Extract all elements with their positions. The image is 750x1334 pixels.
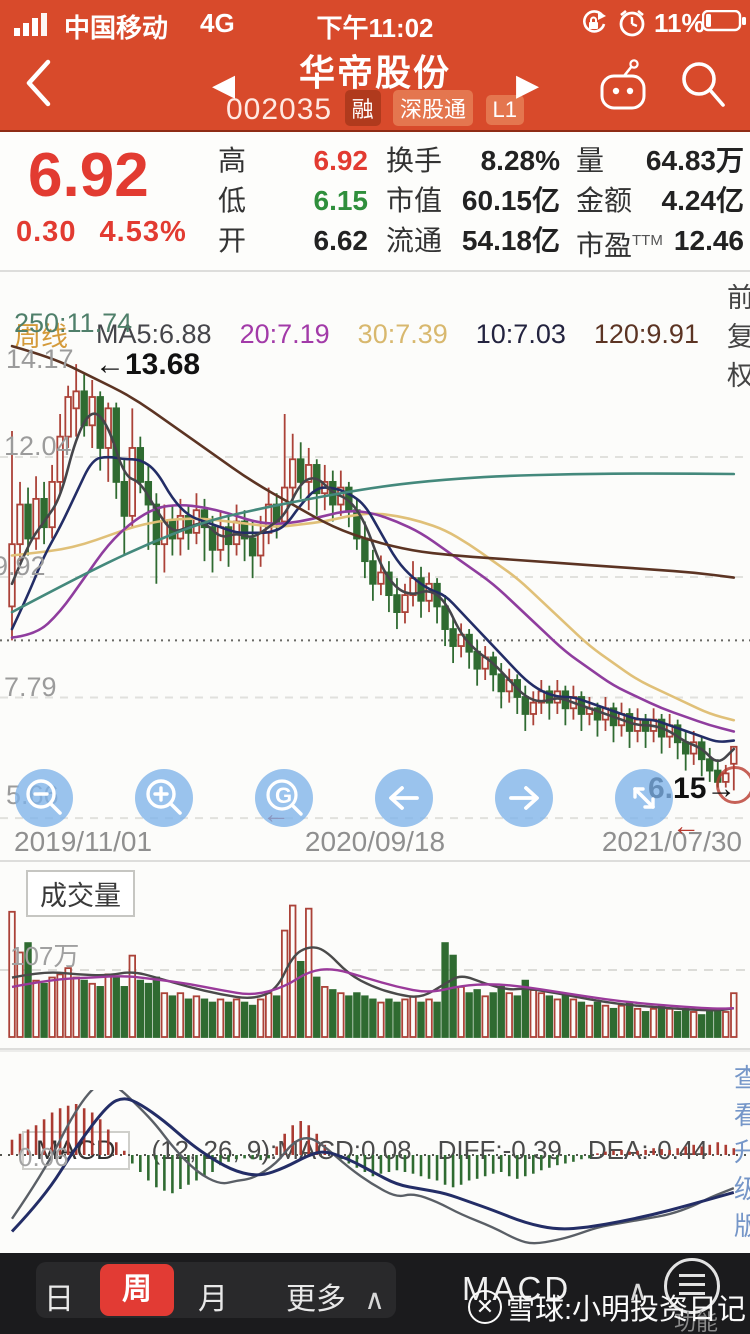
turnover-value: 8.28% [480, 145, 560, 176]
high-value: 6.92 [313, 145, 369, 176]
battery-percent-label: 11% [654, 8, 705, 38]
xueqiu-logo-icon: ✕ [467, 1290, 502, 1324]
open-value: 6.62 [313, 225, 369, 256]
pe-label: 市盈TTM [576, 230, 663, 261]
zoom-in-button[interactable] [135, 769, 193, 827]
y-tick-12: 12.04 [4, 431, 72, 461]
rotation-lock-icon [583, 10, 606, 33]
ma120-legend: 120:9.91 [593, 319, 699, 349]
amount-label: 金额 [576, 185, 633, 216]
pan-right-button[interactable] [495, 769, 553, 827]
ma250-legend: 250:11.74 [14, 308, 133, 338]
page-title: 华帝股份 [298, 52, 451, 93]
current-price: 6.92 [28, 141, 149, 210]
low-marker-stamp [716, 766, 750, 804]
header-bar: 中国移动 4G 下午11:02 11% ◀ 华帝股份 002035 [0, 0, 750, 132]
volume-label: 量 [576, 145, 605, 176]
open-label: 开 [218, 225, 247, 256]
pe-value: 12.46 [673, 225, 744, 256]
battery-icon [702, 10, 746, 32]
stock-code: 002035 [226, 93, 333, 126]
macd-dea: DEA:-0.44 [587, 1135, 708, 1165]
mktcap-label: 市值 [386, 185, 443, 216]
mktcap-value: 60.15亿 [461, 185, 560, 216]
ma20-legend: 20:7.19 [239, 319, 330, 349]
functions-label: 功能 [674, 1310, 719, 1334]
margin-badge[interactable]: 融 [344, 90, 381, 126]
tab-month[interactable]: 月 [198, 1283, 228, 1316]
tab-more[interactable]: 更多 ∧ [286, 1283, 385, 1316]
price-change-row: 0.30 4.53% [16, 216, 187, 249]
reset-zoom-button[interactable]: G [255, 769, 313, 827]
signal-strength-icon [14, 13, 47, 36]
ma30-legend: 30:7.39 [357, 319, 448, 349]
x-tick-mid: 2020/09/18 [304, 826, 446, 857]
amount-value: 4.24亿 [661, 185, 745, 216]
volume-title[interactable]: 成交量 [26, 870, 135, 917]
float-label: 流通 [386, 225, 443, 256]
search-icon[interactable] [676, 56, 730, 114]
stock-code-row: 002035 融 深股通 L1 [0, 90, 750, 127]
macd-zero-label: 0.06 [18, 1142, 69, 1172]
ma5-legend: MA5:6.88 [96, 319, 212, 349]
connect-badge: 深股通 [393, 90, 474, 126]
bottom-toolbar: 日 周 月 更多 ∧ MACD ∧ 功能 ✕ 雪球:小明投资日记 [0, 1253, 750, 1334]
alarm-icon [619, 9, 645, 37]
tab-week-selected[interactable]: 周 [100, 1264, 174, 1316]
next-stock-icon[interactable]: ▶ [516, 69, 540, 102]
svg-text:G: G [275, 783, 292, 808]
ma-legend-row: 周线 MA5:6.88 20:7.19 30:7.39 10:7.03 120:… [14, 276, 750, 393]
upgrade-link[interactable]: 查看升级版 [733, 1063, 750, 1241]
x-axis-row: 2019/11/01 2020/09/18 2021/07/30 [0, 826, 750, 858]
x-tick-end: 2021/07/30 [601, 826, 742, 857]
period-label[interactable]: 周线 [14, 322, 68, 352]
network-label: 4G [200, 8, 235, 38]
macd-params: (12, 26, 9):MACD:0.08 [151, 1135, 412, 1165]
adjust-mode-label: 前复权 [726, 283, 750, 391]
volume-chart [0, 904, 750, 1038]
level-badge: L1 [485, 95, 524, 125]
low-value: 6.15 [313, 185, 369, 216]
y-tick-14: 14.17 [6, 344, 74, 374]
tab-day[interactable]: 日 [44, 1283, 74, 1316]
macd-chart [0, 1090, 750, 1245]
volume-grid-label: 107万 [10, 941, 80, 971]
turnover-label: 换手 [386, 145, 443, 176]
kline-chart[interactable] [0, 330, 750, 830]
high-label: 高 [218, 145, 247, 176]
y-tick-10: 9.92 [0, 551, 46, 581]
functions-menu-button[interactable] [664, 1258, 720, 1314]
watermark: ✕ 雪球:小明投资日记 [467, 1286, 746, 1328]
indicator-caret-icon: ∧ [627, 1275, 648, 1306]
zoom-out-button[interactable] [15, 769, 73, 827]
prev-stock-icon[interactable]: ◀ [212, 69, 236, 102]
pan-left-button[interactable] [375, 769, 433, 827]
x-tick-start: 2019/11/01 [14, 826, 153, 857]
volume-value: 64.83万 [645, 145, 744, 176]
period-tab-group [36, 1262, 396, 1318]
watermark-arrow-2: ← [672, 810, 700, 841]
more-caret-icon: ∧ [364, 1284, 385, 1315]
robot-assistant-icon[interactable] [596, 58, 652, 116]
watermark-text: 雪球:小明投资日记 [505, 1294, 746, 1326]
float-value: 54.18亿 [461, 225, 560, 256]
low-label: 低 [218, 185, 247, 216]
ma10-legend: 10:7.03 [475, 319, 566, 349]
y-tick-8: 7.79 [4, 672, 57, 702]
carrier-label: 中国移动 [64, 13, 169, 43]
clock-label: 下午11:02 [316, 13, 434, 43]
fullscreen-button[interactable] [615, 769, 673, 827]
quote-panel: 6.92 0.30 4.53% 高 6.92 低 6.15 开 6.62 换手 … [0, 132, 750, 272]
back-button[interactable] [22, 58, 56, 108]
price-change-pct: 4.53% [99, 216, 187, 248]
price-change: 0.30 [16, 216, 77, 248]
high-annotation: ←13.68 [95, 348, 201, 381]
adjust-mode-control[interactable]: 前复权 ⚙ [727, 276, 750, 393]
pe-ttm-sup: TTM [632, 232, 663, 249]
